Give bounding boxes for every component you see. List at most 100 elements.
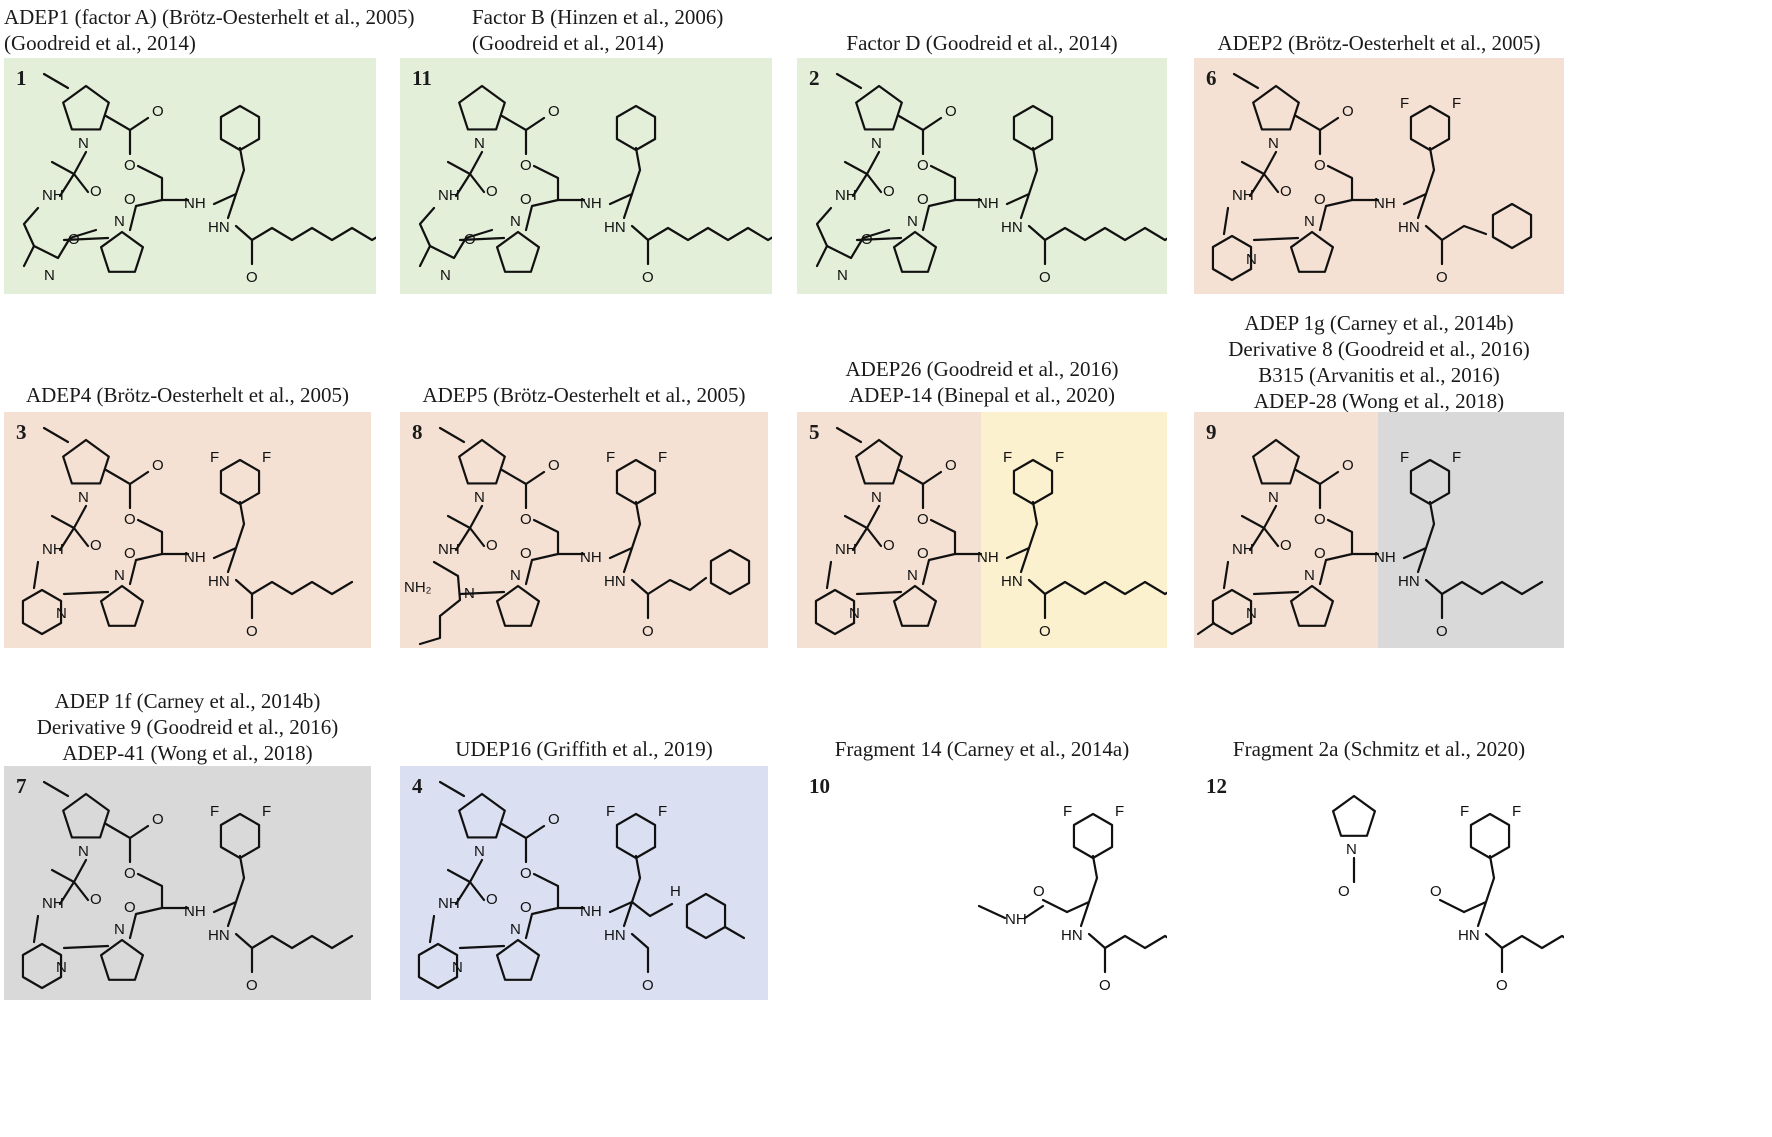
- atom-label: O: [124, 191, 136, 208]
- bond: [226, 192, 238, 220]
- atom-label: HN: [1458, 927, 1480, 944]
- atom-label: N: [474, 135, 485, 152]
- bond: [454, 172, 472, 198]
- caption-line: ADEP 1g (Carney et al., 2014b): [1244, 311, 1514, 335]
- caption-line: Factor D (Goodreid et al., 2014): [846, 31, 1118, 55]
- bond: [865, 504, 883, 548]
- structure-panel: 7 N O O O NH N N O NH F F HN O: [4, 766, 371, 1000]
- atom-label: O: [520, 157, 532, 174]
- compound-number: 6: [1206, 66, 1217, 90]
- atom-label: NH: [1374, 549, 1396, 566]
- structure-panel: 2 N O O O NH N O N O NH HN O: [797, 58, 1167, 294]
- bond: [865, 150, 883, 194]
- compound-cell: ADEP1 (factor A) (Brötz-Oesterhelt et al…: [4, 0, 415, 294]
- bond: [50, 514, 76, 530]
- bond: [458, 236, 506, 242]
- compound-caption: UDEP16 (Griffith et al., 2019): [400, 736, 768, 762]
- bond: [1252, 438, 1300, 485]
- bond: [104, 468, 150, 486]
- bond: [1019, 546, 1031, 574]
- bond: [432, 560, 462, 618]
- atom-label: F: [606, 803, 615, 820]
- bond: [32, 560, 40, 590]
- bond: [1484, 932, 1504, 974]
- bond: [855, 84, 903, 131]
- bond: [1252, 590, 1300, 596]
- compound-caption: ADEP 1g (Carney et al., 2014b) Derivativ…: [1194, 310, 1564, 414]
- bond: [128, 906, 164, 940]
- bond: [1043, 226, 1167, 242]
- bond: [226, 546, 238, 574]
- atom-label: F: [1063, 803, 1072, 820]
- atom-label: NH: [438, 187, 460, 204]
- caption-line: ADEP1 (factor A) (Brötz-Oesterhelt et al…: [4, 5, 415, 29]
- bond: [58, 880, 76, 906]
- structure-panel: 10 F F HN O O NH: [797, 766, 1167, 1000]
- bond: [446, 160, 472, 176]
- caption-line: ADEP-41 (Wong et al., 2018): [62, 741, 313, 765]
- bond: [622, 192, 634, 220]
- bond: [532, 164, 560, 202]
- atom-label: N: [907, 213, 918, 230]
- atom-label: N: [1246, 251, 1257, 268]
- bond: [851, 526, 869, 552]
- bond: [464, 228, 494, 240]
- bond: [32, 914, 40, 944]
- bond: [1491, 202, 1533, 250]
- atom-label: F: [1452, 95, 1461, 112]
- bond: [1240, 514, 1266, 530]
- bond: [977, 904, 1007, 920]
- atom-label: HN: [1001, 219, 1023, 236]
- atom-label: H: [670, 883, 681, 900]
- atom-label: O: [1314, 511, 1326, 528]
- compound-caption: Fragment 14 (Carney et al., 2014a): [797, 736, 1167, 762]
- bond: [418, 614, 442, 646]
- atom-label: N: [114, 567, 125, 584]
- bond: [1469, 812, 1511, 860]
- bond: [630, 900, 674, 918]
- bond: [212, 854, 246, 914]
- bond: [1005, 500, 1039, 560]
- atom-label: NH: [977, 195, 999, 212]
- bond: [1424, 578, 1444, 620]
- atom-label: N: [510, 567, 521, 584]
- bond: [1232, 72, 1260, 90]
- bond: [468, 150, 486, 194]
- bond: [1196, 621, 1216, 636]
- compound-cell: ADEP5 (Brötz-Oesterhelt et al., 2005) 8 …: [400, 300, 768, 648]
- bond: [615, 458, 657, 506]
- bond: [630, 932, 650, 974]
- molecule-structure: F F HN O O NH: [977, 803, 1167, 994]
- bond: [99, 584, 145, 627]
- bond: [815, 206, 833, 268]
- bond: [1012, 458, 1054, 506]
- compound-caption: Fragment 2a (Schmitz et al., 2020): [1194, 736, 1564, 762]
- compound-number: 8: [412, 420, 423, 444]
- atom-label: N: [907, 567, 918, 584]
- atom-label: N: [837, 267, 848, 284]
- bond: [929, 518, 957, 556]
- atom-label: N: [56, 959, 67, 976]
- bond: [1462, 854, 1496, 914]
- bond: [128, 552, 164, 586]
- caption-line: (Goodreid et al., 2014): [4, 31, 196, 55]
- atom-label: N: [114, 921, 125, 938]
- atom-label: N: [78, 843, 89, 860]
- bond: [72, 858, 90, 902]
- bond: [234, 578, 254, 620]
- bond: [1262, 504, 1280, 548]
- bond: [855, 590, 903, 596]
- atom-label: O: [1342, 103, 1354, 120]
- atom-label: O: [883, 537, 895, 554]
- bond: [1248, 526, 1266, 552]
- atom-label: F: [1400, 95, 1409, 112]
- atom-label: O: [1314, 157, 1326, 174]
- atom-label: NH: [835, 187, 857, 204]
- atom-label: O: [1280, 537, 1292, 554]
- bond: [1043, 580, 1167, 596]
